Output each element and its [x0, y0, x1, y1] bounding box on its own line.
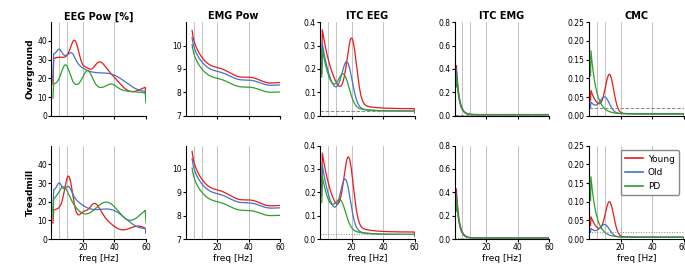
- X-axis label: freq [Hz]: freq [Hz]: [213, 254, 253, 263]
- Y-axis label: Overground: Overground: [25, 39, 35, 99]
- X-axis label: freq [Hz]: freq [Hz]: [348, 254, 387, 263]
- Title: CMC: CMC: [624, 11, 649, 21]
- Legend: Young, Old, PD: Young, Old, PD: [621, 150, 679, 195]
- Title: EMG Pow: EMG Pow: [208, 11, 258, 21]
- Title: EEG Pow [%]: EEG Pow [%]: [64, 11, 134, 22]
- X-axis label: freq [Hz]: freq [Hz]: [79, 254, 119, 263]
- X-axis label: freq [Hz]: freq [Hz]: [482, 254, 522, 263]
- Title: ITC EEG: ITC EEG: [347, 11, 388, 21]
- X-axis label: freq [Hz]: freq [Hz]: [616, 254, 656, 263]
- Y-axis label: Treadmill: Treadmill: [25, 169, 35, 216]
- Title: ITC EMG: ITC EMG: [479, 11, 525, 21]
